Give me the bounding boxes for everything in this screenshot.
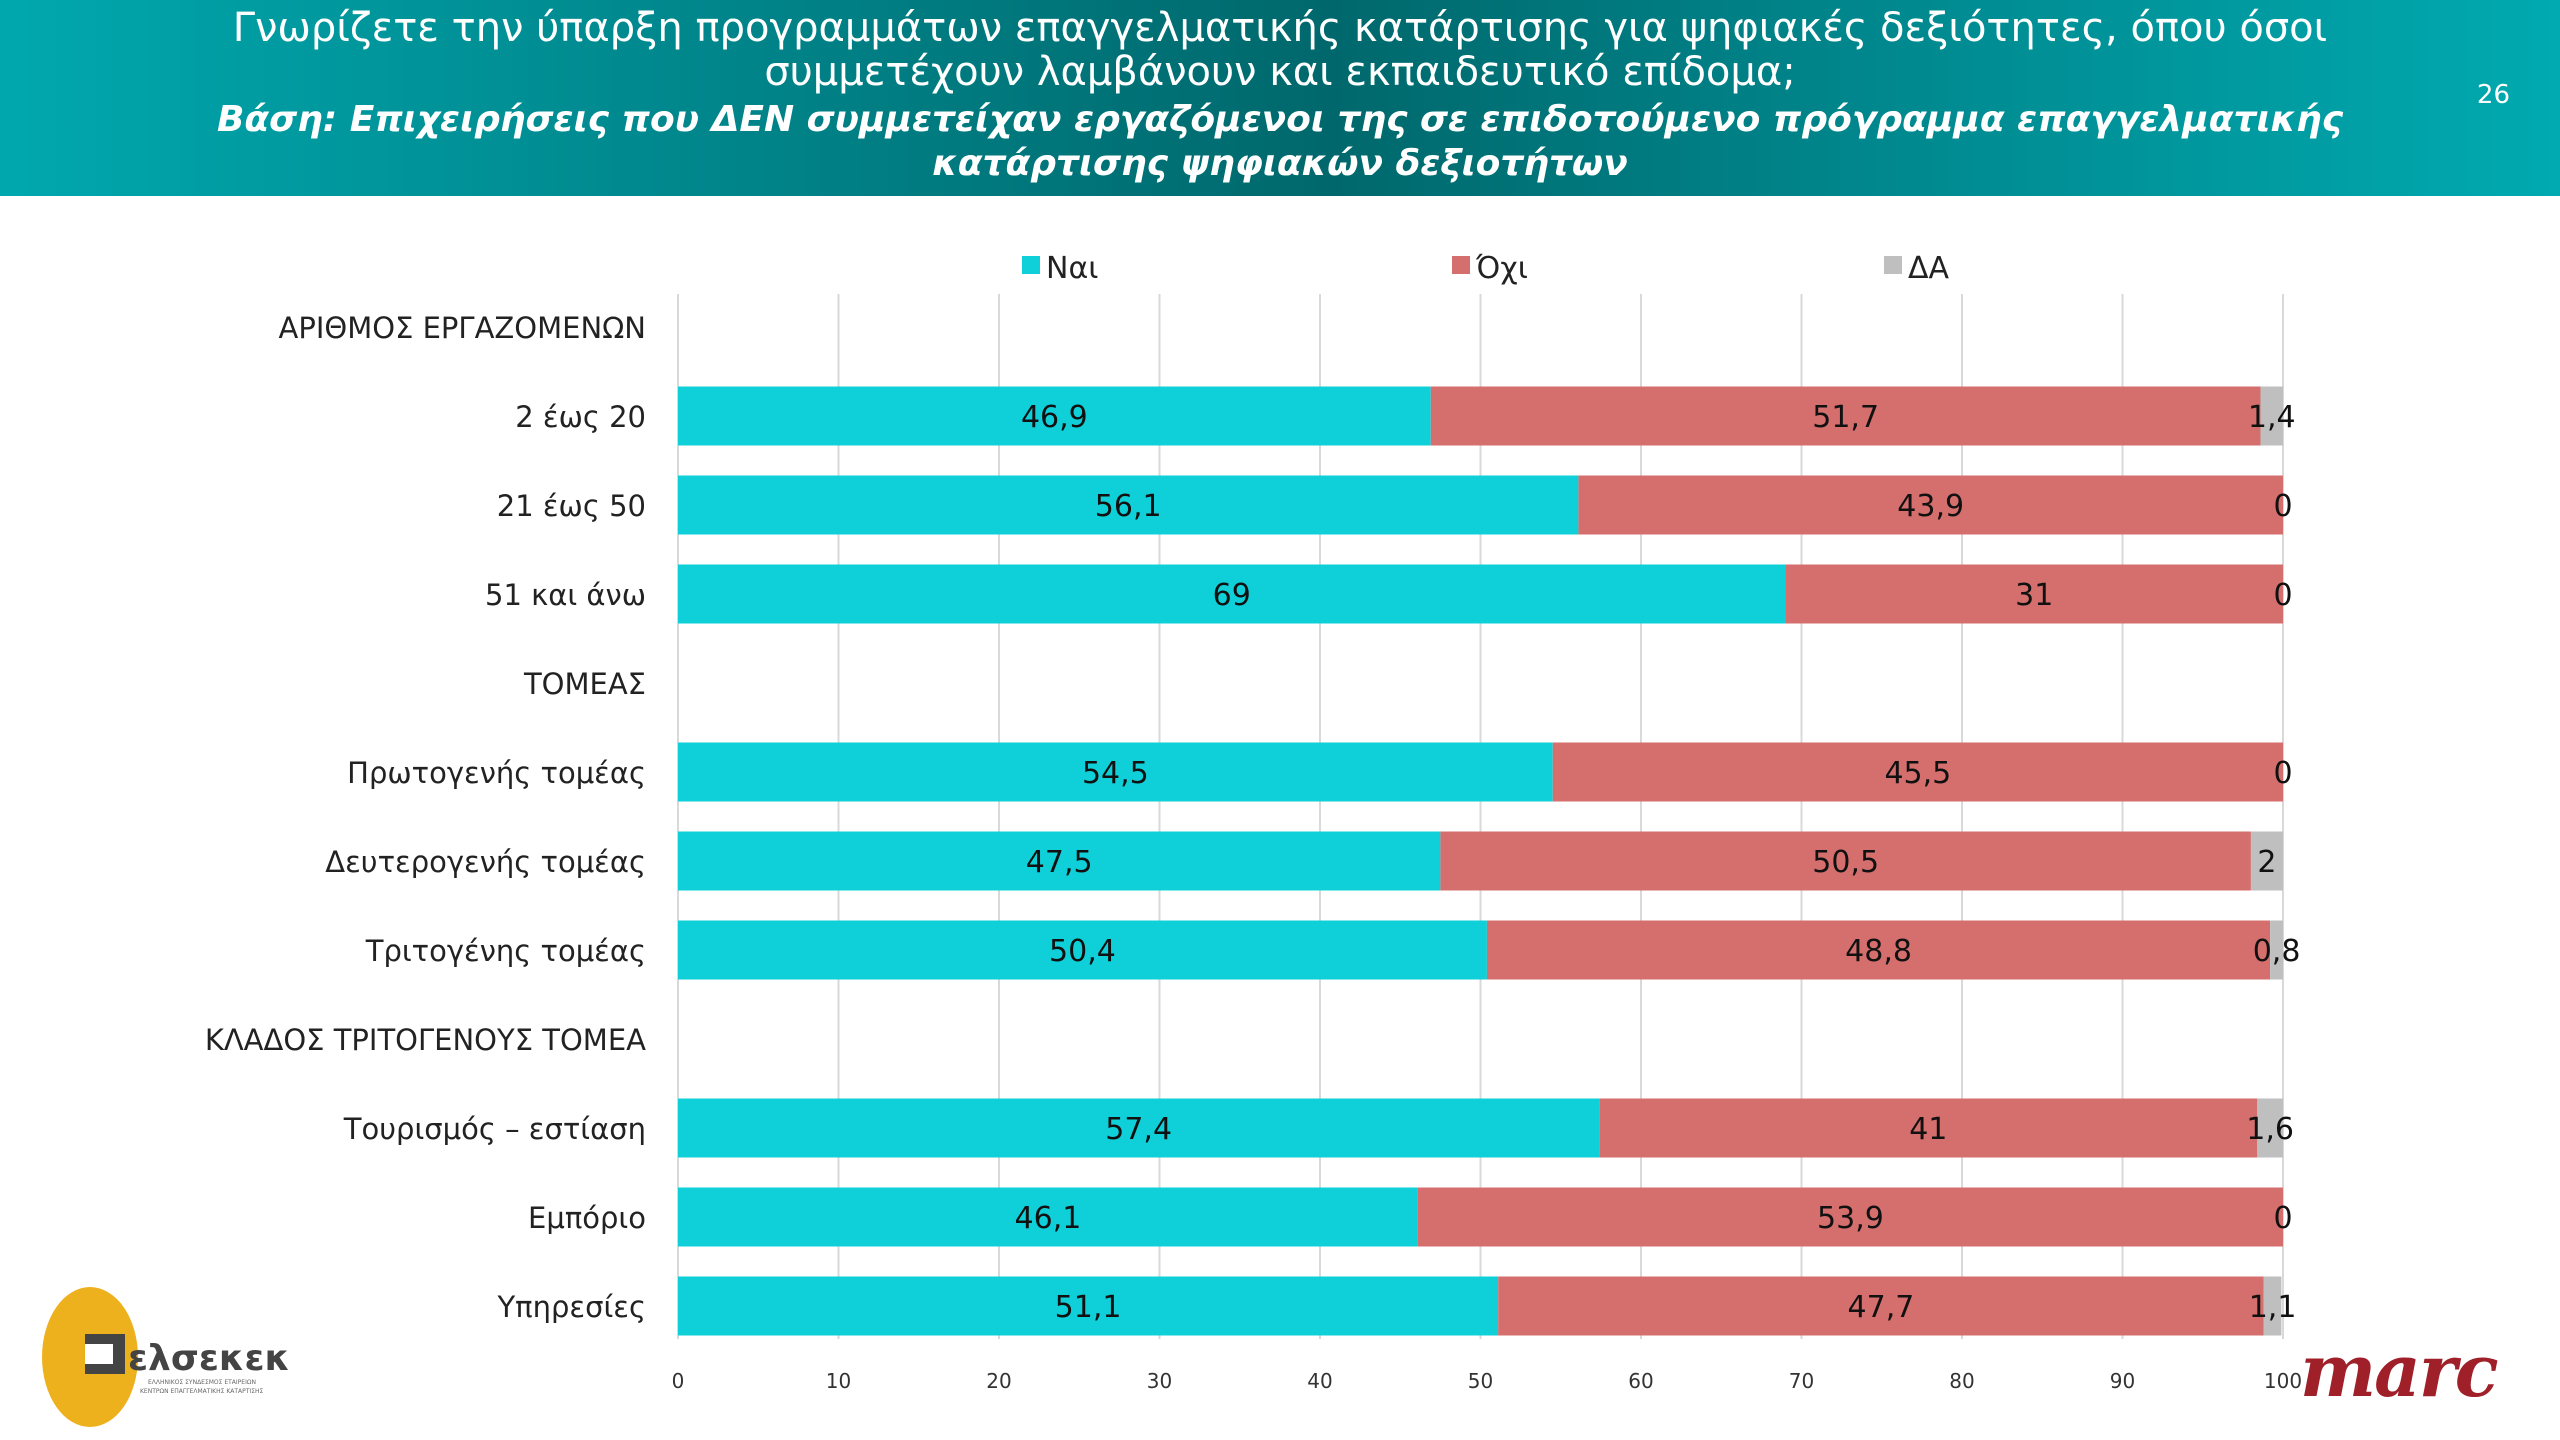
legend-label: ΔΑ <box>1908 251 1950 286</box>
data-label: 53,9 <box>1817 1201 1884 1236</box>
data-label: 2 <box>2257 845 2276 880</box>
data-label: 50,4 <box>1049 934 1116 969</box>
x-tick-label: 70 <box>1789 1369 1814 1393</box>
legend-label: Όχι <box>1475 251 1528 286</box>
category-label: ΤΟΜΕΑΣ <box>523 667 646 701</box>
bar-Όχι <box>1498 1276 2264 1336</box>
category-label: 51 και άνω <box>485 578 646 612</box>
x-tick-label: 60 <box>1628 1369 1653 1393</box>
bar-Όχι <box>1417 1187 2283 1247</box>
category-label: Δευτερογενής τομέας <box>325 845 646 879</box>
data-label: 47,7 <box>1848 1290 1915 1325</box>
category-label: 2 έως 20 <box>515 400 646 434</box>
x-tick-label: 90 <box>2110 1369 2135 1393</box>
data-label: 57,4 <box>1105 1112 1172 1147</box>
data-label: 46,1 <box>1015 1201 1082 1236</box>
bar-ΔΑ <box>2257 1098 2283 1158</box>
x-tick-label: 80 <box>1949 1369 1974 1393</box>
x-tick-label: 20 <box>986 1369 1011 1393</box>
data-label: 31 <box>2015 578 2053 613</box>
bar-Όχι <box>1486 920 2271 980</box>
legend-label: Ναι <box>1046 251 1098 286</box>
x-tick-label: 0 <box>672 1369 685 1393</box>
bar-Όχι <box>1440 831 2251 891</box>
slide-subtitle: Βάση: Επιχειρήσεις που ΔΕΝ συμμετείχαν ε… <box>216 99 2344 184</box>
bar-ΔΑ <box>2260 386 2283 446</box>
legend-swatch <box>1884 256 1902 274</box>
data-label: 0 <box>2273 756 2292 791</box>
data-label: 43,9 <box>1897 489 1964 524</box>
bar-Όχι <box>1578 475 2283 535</box>
data-label: 0 <box>2273 578 2292 613</box>
category-label: Τουρισμός – εστίαση <box>343 1112 646 1146</box>
data-label: 51,1 <box>1055 1290 1122 1325</box>
category-label: Υπηρεσίες <box>496 1290 646 1324</box>
bar-Όχι <box>1599 1098 2258 1158</box>
data-label: 51,7 <box>1812 400 1879 435</box>
bar-Όχι <box>1552 742 2283 802</box>
bar-Ναι <box>678 1276 1499 1336</box>
bar-Ναι <box>678 1187 1418 1247</box>
bar-ΔΑ <box>2263 1276 2282 1336</box>
category-label: ΑΡΙΘΜΟΣ ΕΡΓΑΖΟΜΕΝΩΝ <box>279 311 646 345</box>
category-label: 21 έως 50 <box>497 489 646 523</box>
bar-Ναι <box>678 1098 1600 1158</box>
data-label: 56,1 <box>1095 489 1162 524</box>
bar-Ναι <box>678 831 1441 891</box>
data-label: 1,4 <box>2248 400 2296 435</box>
x-tick-label: 100 <box>2264 1369 2302 1393</box>
data-label: 1,6 <box>2246 1112 2294 1147</box>
data-label: 1,1 <box>2249 1290 2297 1325</box>
page-number: 26 <box>2476 80 2510 110</box>
marc-logo: marc <box>2300 1328 2499 1413</box>
bar-Ναι <box>678 564 1786 624</box>
data-label: 50,5 <box>1812 845 1879 880</box>
svg-text:ΚΕΝΤΡΩΝ ΕΠΑΓΓΕΛΜΑΤΙΚΗΣ ΚΑΤΑΡΤΙ: ΚΕΝΤΡΩΝ ΕΠΑΓΓΕΛΜΑΤΙΚΗΣ ΚΑΤΑΡΤΙΣΗΣ <box>140 1388 263 1395</box>
category-label: Πρωτογενής τομέας <box>347 756 646 790</box>
bar-ΔΑ <box>2250 831 2283 891</box>
svg-text:ελσεκεκ: ελσεκεκ <box>128 1338 290 1379</box>
bar-Όχι <box>1430 386 2261 446</box>
bar-Όχι <box>1785 564 2283 624</box>
elsekek-logo: ελσεκεκ ΕΛΛΗΝΙΚΟΣ ΣΥΝΔΕΣΜΟΣ ΕΤΑΙΡΕΙΩΝ ΚΕ… <box>42 1287 290 1427</box>
data-label: 54,5 <box>1082 756 1149 791</box>
slide-header: Γνωρίζετε την ύπαρξη προγραμμάτων επαγγε… <box>0 0 2560 196</box>
data-label: 47,5 <box>1026 845 1093 880</box>
bar-Ναι <box>678 742 1553 802</box>
category-label: Εμπόριο <box>528 1201 646 1235</box>
data-label: 48,8 <box>1845 934 1912 969</box>
legend-swatch <box>1022 256 1040 274</box>
legend-swatch <box>1452 256 1470 274</box>
category-label: Τριτογένης τομέας <box>365 934 646 968</box>
slide-title: Γνωρίζετε την ύπαρξη προγραμμάτων επαγγε… <box>232 5 2328 95</box>
category-label: ΚΛΑΔΟΣ ΤΡΙΤΟΓΕΝΟΥΣ ΤΟΜΕΑ <box>205 1023 646 1057</box>
bar-Ναι <box>678 920 1487 980</box>
bar-ΔΑ <box>2270 920 2283 980</box>
data-label: 0,8 <box>2253 934 2301 969</box>
data-label: 0 <box>2273 1201 2292 1236</box>
data-label: 0 <box>2273 489 2292 524</box>
data-label: 45,5 <box>1884 756 1951 791</box>
data-label: 41 <box>1909 1112 1947 1147</box>
bar-Ναι <box>678 386 1431 446</box>
x-tick-label: 40 <box>1307 1369 1332 1393</box>
x-tick-label: 10 <box>826 1369 851 1393</box>
x-tick-label: 30 <box>1147 1369 1172 1393</box>
svg-text:ΕΛΛΗΝΙΚΟΣ ΣΥΝΔΕΣΜΟΣ ΕΤΑΙΡΕΙΩΝ: ΕΛΛΗΝΙΚΟΣ ΣΥΝΔΕΣΜΟΣ ΕΤΑΙΡΕΙΩΝ <box>148 1379 256 1386</box>
x-tick-label: 50 <box>1468 1369 1493 1393</box>
data-label: 46,9 <box>1021 400 1088 435</box>
bar-Ναι <box>678 475 1579 535</box>
data-label: 69 <box>1213 578 1251 613</box>
